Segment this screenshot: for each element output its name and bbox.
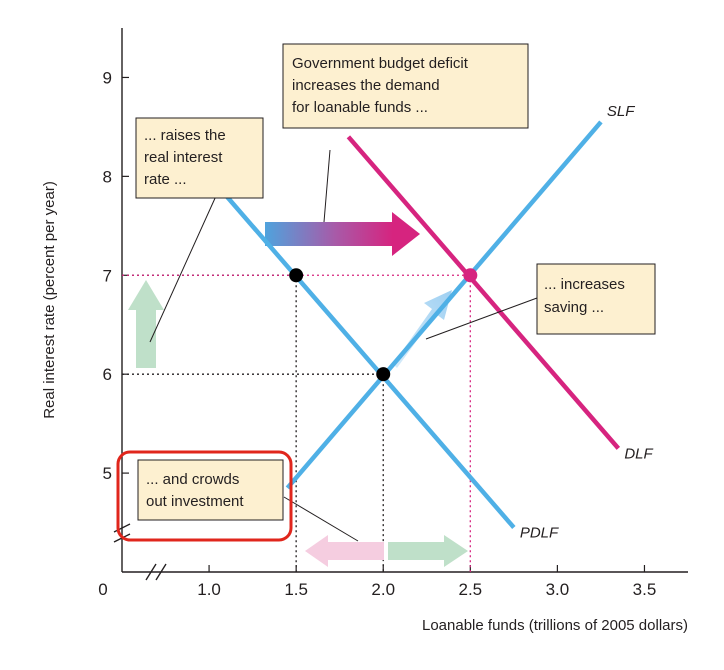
annotation-saving: ... increases saving ... <box>536 263 656 335</box>
y-tick-label: 9 <box>103 68 112 87</box>
annotation-line: ... and crowds <box>146 471 239 488</box>
curve-slf <box>285 120 603 490</box>
equilibrium-point <box>463 268 478 283</box>
annotation-line: Government budget deficit <box>292 55 469 72</box>
annotation-line: rate ... <box>144 171 187 188</box>
annotation-line: out investment <box>146 493 244 510</box>
x-axis-break <box>145 563 167 581</box>
curve-label: SLF <box>607 103 635 120</box>
annotation-crowding-out: ... and crowds out investment <box>137 459 284 521</box>
y-tick-label: 8 <box>103 167 112 186</box>
x-tick-label: 2.5 <box>458 580 482 599</box>
x-tick-label: 1.5 <box>284 580 308 599</box>
equilibrium-point <box>289 268 304 283</box>
curve-label: DLF <box>624 445 653 462</box>
annotation-rate: ... raises the real interest rate ... <box>135 117 264 199</box>
x-tick-label: 2.0 <box>371 580 395 599</box>
x-axis-title: Loanable funds (trillions of 2005 dollar… <box>422 617 688 634</box>
annotation-line: for loanable funds ... <box>292 99 428 116</box>
x-tick-label: 1.0 <box>197 580 221 599</box>
annotation-line: ... increases <box>544 276 625 293</box>
annotation-deficit: Government budget deficit increases the … <box>282 43 529 129</box>
y-tick-label: 6 <box>103 365 112 384</box>
y-axis-title: Real interest rate (percent per year) <box>41 181 58 419</box>
annotation-line: ... raises the <box>144 127 226 144</box>
curve-dlf <box>346 135 621 450</box>
x-tick-label: 3.5 <box>633 580 657 599</box>
curve-pdlf <box>224 194 516 529</box>
x-origin-label: 0 <box>98 580 107 599</box>
interest-rise-arrow <box>128 280 164 368</box>
x-tick-label: 3.0 <box>546 580 570 599</box>
saving-increase-arrow <box>388 535 468 567</box>
annotation-line: real interest <box>144 149 223 166</box>
y-tick-label: 5 <box>103 464 112 483</box>
equilibrium-point <box>376 367 391 382</box>
annotation-line: increases the demand <box>292 77 440 94</box>
annotation-line: saving ... <box>544 299 604 316</box>
y-tick-label: 7 <box>103 266 112 285</box>
curve-label: PDLF <box>520 524 559 541</box>
crowding-out-highlight <box>116 450 293 542</box>
annotation-leaders <box>149 149 538 542</box>
demand-shift-arrow <box>265 212 420 256</box>
investment-decrease-arrow <box>305 535 384 567</box>
